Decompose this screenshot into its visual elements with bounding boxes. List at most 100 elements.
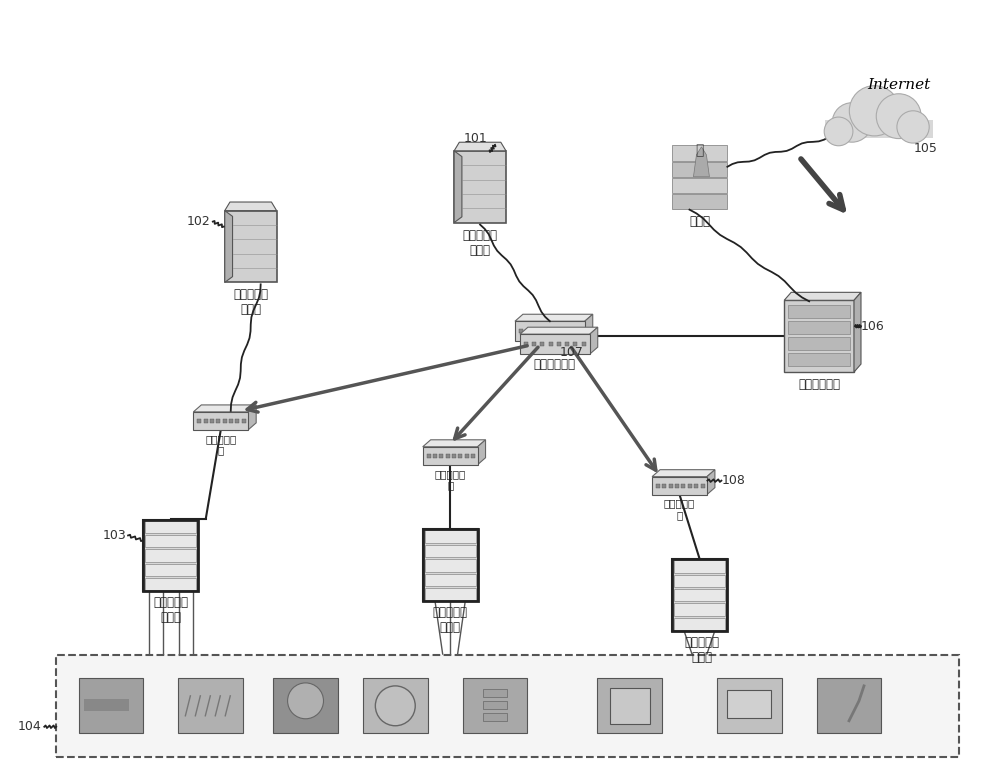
Text: 功能性容器
服务器: 功能性容器 服务器 <box>153 596 188 624</box>
Bar <box>465 453 469 458</box>
Polygon shape <box>423 440 486 447</box>
Bar <box>565 342 569 346</box>
Bar <box>552 329 556 333</box>
FancyBboxPatch shape <box>463 679 527 733</box>
FancyBboxPatch shape <box>273 679 338 733</box>
Bar <box>483 689 507 697</box>
Bar <box>675 483 679 488</box>
Bar <box>662 483 666 488</box>
Bar <box>557 342 561 346</box>
Bar <box>582 342 586 346</box>
FancyBboxPatch shape <box>363 679 428 733</box>
Bar <box>535 329 539 333</box>
Bar <box>433 453 437 458</box>
FancyBboxPatch shape <box>79 679 143 733</box>
FancyBboxPatch shape <box>674 617 725 630</box>
Circle shape <box>849 86 900 136</box>
Bar <box>458 453 462 458</box>
Polygon shape <box>248 405 256 430</box>
Polygon shape <box>225 211 233 283</box>
Polygon shape <box>693 147 709 177</box>
FancyBboxPatch shape <box>817 679 881 733</box>
Bar <box>446 453 450 458</box>
Bar <box>452 453 456 458</box>
Bar <box>788 321 850 334</box>
FancyBboxPatch shape <box>610 688 650 724</box>
Polygon shape <box>854 293 861 372</box>
FancyBboxPatch shape <box>717 679 782 733</box>
Bar <box>524 342 528 346</box>
Text: 🔥: 🔥 <box>695 142 704 157</box>
Bar <box>540 342 544 346</box>
Text: 核心层交换机: 核心层交换机 <box>798 378 840 391</box>
FancyBboxPatch shape <box>423 529 478 601</box>
FancyBboxPatch shape <box>425 559 476 571</box>
Polygon shape <box>454 151 462 223</box>
FancyBboxPatch shape <box>672 146 727 161</box>
Bar <box>204 419 208 423</box>
Bar <box>669 483 673 488</box>
Polygon shape <box>478 440 486 465</box>
Circle shape <box>288 683 323 719</box>
Text: 汇聚层交换机: 汇聚层交换机 <box>534 358 576 371</box>
Bar <box>681 483 685 488</box>
Bar <box>527 329 531 333</box>
Bar <box>701 483 705 488</box>
FancyBboxPatch shape <box>425 545 476 557</box>
Polygon shape <box>784 293 861 300</box>
FancyBboxPatch shape <box>674 589 725 601</box>
Bar <box>229 419 233 423</box>
Circle shape <box>897 111 929 143</box>
Bar <box>471 453 475 458</box>
Polygon shape <box>520 327 598 334</box>
Bar <box>825 119 933 138</box>
Text: 功能性容器
服务器: 功能性容器 服务器 <box>684 636 719 664</box>
Polygon shape <box>225 202 277 211</box>
Polygon shape <box>515 314 593 321</box>
FancyBboxPatch shape <box>515 321 585 341</box>
Text: 防火墙: 防火墙 <box>689 214 710 228</box>
Bar <box>788 353 850 366</box>
Circle shape <box>832 103 872 142</box>
Bar <box>788 337 850 350</box>
Bar <box>560 329 564 333</box>
FancyBboxPatch shape <box>672 194 727 209</box>
Bar <box>532 342 536 346</box>
Bar <box>210 419 214 423</box>
Bar <box>549 342 553 346</box>
FancyBboxPatch shape <box>672 162 727 177</box>
Text: 105: 105 <box>914 142 938 155</box>
FancyBboxPatch shape <box>145 521 196 533</box>
FancyBboxPatch shape <box>425 574 476 586</box>
Circle shape <box>375 686 415 725</box>
FancyBboxPatch shape <box>225 211 277 283</box>
Bar <box>483 713 507 721</box>
Polygon shape <box>707 470 715 495</box>
FancyBboxPatch shape <box>145 535 196 547</box>
Bar <box>235 419 239 423</box>
FancyBboxPatch shape <box>674 561 725 573</box>
Bar <box>197 419 201 423</box>
FancyBboxPatch shape <box>423 447 478 465</box>
FancyBboxPatch shape <box>145 549 196 561</box>
Text: 101: 101 <box>463 132 487 145</box>
FancyBboxPatch shape <box>674 574 725 587</box>
FancyBboxPatch shape <box>652 476 707 495</box>
Text: 集成性容器
服务器: 集成性容器 服务器 <box>463 228 498 257</box>
Text: 102: 102 <box>187 215 211 228</box>
Circle shape <box>824 117 853 146</box>
Text: 108: 108 <box>721 474 745 487</box>
Bar <box>223 419 227 423</box>
Text: 接入层交换
机: 接入层交换 机 <box>435 469 466 490</box>
Text: 接入层交换
机: 接入层交换 机 <box>205 434 236 456</box>
Text: 104: 104 <box>18 720 41 733</box>
FancyBboxPatch shape <box>784 300 854 372</box>
FancyBboxPatch shape <box>520 334 590 354</box>
Text: 管理性容器
服务器: 管理性容器 服务器 <box>233 288 268 316</box>
FancyBboxPatch shape <box>672 178 727 193</box>
Text: Internet: Internet <box>867 78 931 92</box>
Polygon shape <box>590 327 598 354</box>
Text: 107: 107 <box>560 346 584 359</box>
FancyBboxPatch shape <box>145 578 196 591</box>
FancyBboxPatch shape <box>143 519 198 591</box>
